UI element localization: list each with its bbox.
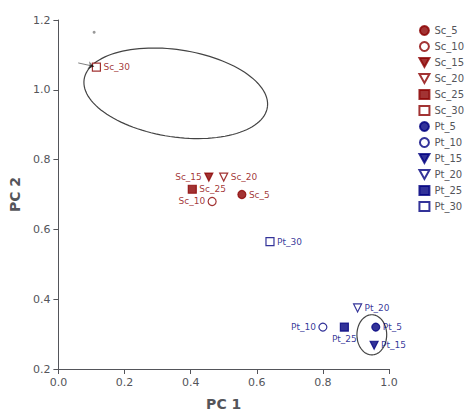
svg-text:PC 1: PC 1 xyxy=(206,396,241,412)
svg-text:Sc_5: Sc_5 xyxy=(434,25,457,37)
svg-text:Sc_15: Sc_15 xyxy=(434,57,464,69)
svg-text:0.6: 0.6 xyxy=(33,223,51,236)
svg-text:0.4: 0.4 xyxy=(33,293,51,306)
svg-text:0.0: 0.0 xyxy=(50,376,68,389)
svg-text:Pt_10: Pt_10 xyxy=(291,322,316,332)
svg-text:Pt_30: Pt_30 xyxy=(434,201,462,213)
svg-text:1.0: 1.0 xyxy=(380,376,398,389)
svg-text:Pt_10: Pt_10 xyxy=(434,137,462,149)
svg-text:Pt_15: Pt_15 xyxy=(381,340,406,350)
svg-text:0.6: 0.6 xyxy=(248,376,266,389)
svg-text:Sc_10: Sc_10 xyxy=(434,41,464,53)
svg-text:Pt_20: Pt_20 xyxy=(434,169,462,181)
svg-text:Sc_25: Sc_25 xyxy=(199,184,226,194)
svg-text:Pt_25: Pt_25 xyxy=(332,334,357,344)
svg-text:0.8: 0.8 xyxy=(33,153,51,166)
svg-text:Sc_25: Sc_25 xyxy=(434,89,464,101)
svg-text:0.2: 0.2 xyxy=(116,376,133,389)
svg-text:Sc_15: Sc_15 xyxy=(175,172,202,182)
svg-text:Sc_30: Sc_30 xyxy=(103,62,130,72)
svg-text:Pt_30: Pt_30 xyxy=(277,237,302,247)
svg-text:Sc_30: Sc_30 xyxy=(434,105,464,117)
svg-text:1.0: 1.0 xyxy=(33,83,51,96)
svg-text:1.2: 1.2 xyxy=(33,14,51,27)
svg-text:Pt_20: Pt_20 xyxy=(365,303,390,313)
svg-text:Sc_20: Sc_20 xyxy=(231,172,258,182)
svg-text:Pt_5: Pt_5 xyxy=(434,121,455,133)
svg-text:Pt_5: Pt_5 xyxy=(383,322,402,332)
svg-text:PC 2: PC 2 xyxy=(7,177,23,212)
svg-text:Pt_25: Pt_25 xyxy=(434,185,462,197)
svg-text:0.8: 0.8 xyxy=(314,376,332,389)
svg-text:0.4: 0.4 xyxy=(182,376,200,389)
svg-text:Pt_15: Pt_15 xyxy=(434,153,462,165)
svg-text:Sc_5: Sc_5 xyxy=(249,190,270,200)
svg-text:Sc_10: Sc_10 xyxy=(179,196,206,206)
svg-text:Sc_20: Sc_20 xyxy=(434,73,464,85)
svg-text:0.2: 0.2 xyxy=(33,363,51,376)
